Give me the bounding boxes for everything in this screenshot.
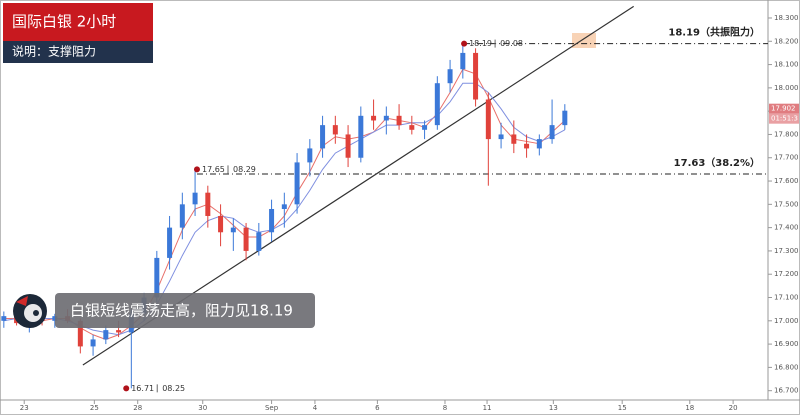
y-tick-label: 18.200 [774, 37, 799, 45]
x-tick-label: 6 [375, 404, 380, 412]
annotation-price: 16.71 [131, 384, 154, 393]
candle-body [536, 139, 542, 149]
x-tick-label: 18 [685, 404, 694, 412]
annotation-dot [461, 40, 468, 47]
annotation-price: 18.19 [469, 39, 492, 48]
x-tick-label: 23 [20, 404, 29, 412]
y-tick-label: 16.900 [774, 340, 799, 348]
y-tick-label: 17.200 [774, 270, 799, 278]
candle-body [230, 227, 236, 233]
price-tag [769, 103, 799, 114]
annotation-price: 17.65 [202, 165, 225, 174]
candle-body [281, 204, 287, 209]
x-tick-label: 4 [313, 404, 318, 412]
y-tick-label: 17.500 [774, 200, 799, 208]
highlight-box [572, 33, 596, 48]
candle-body [485, 99, 491, 140]
candle-body [90, 339, 96, 347]
candle-body [549, 125, 555, 140]
candle-body [167, 227, 173, 258]
candle-body [447, 69, 453, 84]
annotation-time: 08.25 [162, 384, 185, 393]
x-tick-label: 20 [729, 404, 738, 412]
subtitle-box [3, 41, 153, 63]
candle-body [294, 162, 300, 205]
annotation-dot [123, 385, 130, 392]
candle-body [371, 115, 377, 121]
candle-body [116, 330, 122, 333]
candle-body [243, 227, 249, 251]
y-tick-label: 16.800 [774, 363, 799, 371]
x-tick-label: 30 [198, 404, 207, 412]
x-tick-label: 13 [549, 404, 558, 412]
candle-body [383, 115, 389, 121]
candle-body [345, 134, 351, 158]
candle-body [358, 115, 364, 158]
price-tag-label: 17.902 [771, 105, 796, 113]
y-tick-label: 17.000 [774, 317, 799, 325]
y-tick-label: 18.000 [774, 84, 799, 92]
caption: 白银短线震荡走高，阻力见18.19 [70, 302, 293, 320]
candle-body [320, 125, 326, 149]
caption-box [55, 293, 315, 328]
candle-body [460, 52, 466, 70]
candle-body [192, 192, 198, 205]
candle-body [269, 208, 275, 233]
candle-body [396, 115, 402, 126]
x-tick-label: 11 [483, 404, 492, 412]
annotation-time: 09.08 [500, 39, 523, 48]
candle-body [154, 257, 160, 298]
y-tick-label: 17.300 [774, 247, 799, 255]
y-tick-label: 17.700 [774, 154, 799, 162]
y-tick-label: 18.300 [774, 14, 799, 22]
x-tick-label: 8 [443, 404, 447, 412]
candle-body [103, 330, 109, 340]
timer-label: 01:51:3 [771, 115, 798, 123]
x-tick-label: 15 [618, 404, 627, 412]
x-tick-label: Sep [265, 404, 279, 412]
avatar-icon [13, 294, 47, 328]
chart-subtitle: 说明：支撑阻力 [12, 44, 96, 59]
candle-body [77, 320, 83, 347]
candle-body [562, 110, 568, 126]
level-label: 18.19（共振阻力） [668, 26, 760, 39]
candle-body [524, 143, 530, 149]
candle-body [256, 232, 262, 251]
candle-body [52, 316, 58, 321]
candle-body [205, 192, 211, 216]
candle-body [473, 52, 479, 100]
candle-body [511, 134, 517, 144]
y-tick-label: 17.400 [774, 224, 799, 232]
candle-body [434, 83, 440, 126]
candle-body [422, 125, 428, 130]
candle-body [307, 148, 313, 163]
plot-area: 16.700 16.800 16.900 17.000 17.100 17.200 17.3… [1, 5, 799, 412]
candle-body [179, 204, 185, 228]
candle-body [498, 134, 504, 140]
x-tick-label: 28 [133, 404, 142, 412]
y-tick-label: 16.700 [774, 387, 799, 395]
y-tick-label: 17.100 [774, 294, 799, 302]
title-box [3, 3, 153, 41]
candle-body [218, 215, 224, 233]
x-tick-label: 25 [90, 404, 99, 412]
candle-body [409, 125, 415, 130]
y-tick-label: 17.600 [774, 177, 799, 185]
annotation-time: 08.29 [233, 165, 256, 174]
annotation-dot [193, 166, 200, 173]
candle-body [332, 125, 338, 135]
y-tick-label: 17.800 [774, 130, 799, 138]
chart-title: 国际白银 2小时 [12, 13, 116, 31]
candle-body [1, 316, 7, 321]
level-label: 17.63（38.2%） [674, 156, 760, 169]
timer-tag [769, 113, 799, 124]
y-tick-label: 18.100 [774, 61, 799, 69]
